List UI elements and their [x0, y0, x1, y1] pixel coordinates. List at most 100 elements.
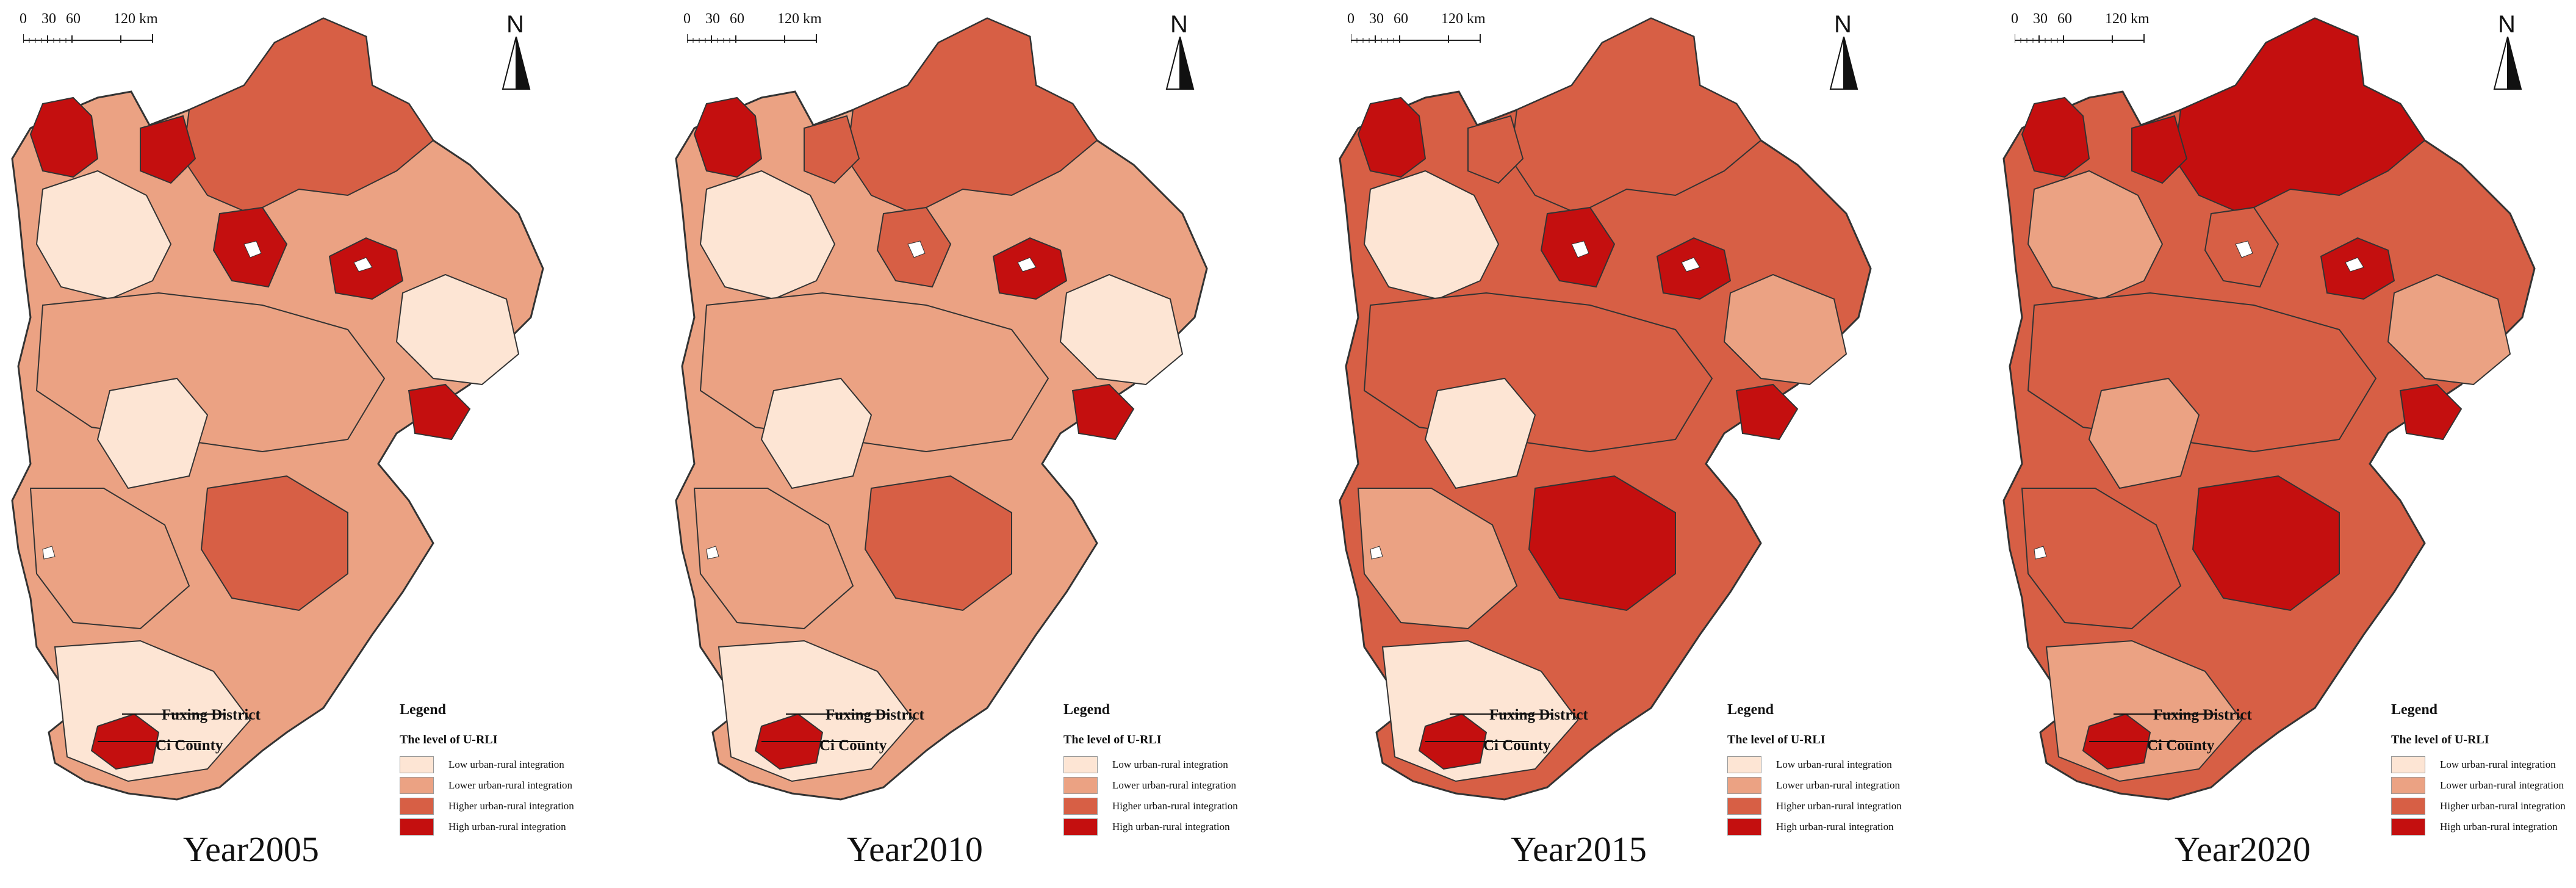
scale-tick-60: 60 [730, 11, 744, 27]
scale-tick-120: 120 km [2105, 11, 2150, 27]
legend: Legend The level of U-RLI Low urban-rura… [2391, 702, 2576, 837]
scale-tick-120: 120 km [113, 11, 158, 27]
callout-ci-county: Ci County [156, 737, 223, 754]
callout-fuxing-district: Fuxing District [826, 707, 924, 723]
region-south-west [29, 488, 190, 630]
legend-item-higher: Higher urban-rural integration [1063, 796, 1326, 817]
region-northwest-b [804, 115, 860, 184]
north-arrow: N [500, 11, 537, 90]
region-east [1723, 273, 1847, 386]
region-south-west [2021, 488, 2182, 630]
north-label: N [1170, 11, 1188, 38]
legend: Legend The level of U-RLI Low urban-rura… [1727, 702, 1990, 837]
map-panel-year2010: 0 30 60 120 km N [664, 0, 1328, 888]
legend-label-low: Low urban-rural integration [2440, 759, 2556, 770]
region-hole-west [42, 546, 56, 560]
region-hole-west [1370, 546, 1383, 560]
region-middle-light [96, 377, 209, 489]
legend-swatch-lower [1063, 777, 1098, 794]
legend-item-high: High urban-rural integration [2391, 817, 2576, 837]
map-panel-year2015: 0 30 60 120 km N [1328, 0, 1991, 888]
region-west-light [699, 170, 836, 300]
legend-item-low: Low urban-rural integration [1727, 754, 1990, 775]
legend-item-higher: Higher urban-rural integration [400, 796, 662, 817]
region-north [846, 17, 1098, 215]
region-south-west [1357, 488, 1518, 630]
legend-label-higher: Higher urban-rural integration [448, 800, 574, 812]
scale-tick-60: 60 [2057, 11, 2072, 27]
legend-label-high: High urban-rural integration [1776, 821, 1894, 832]
legend-label-higher: Higher urban-rural integration [1112, 800, 1238, 812]
scale-tick-30: 30 [1369, 11, 1384, 27]
scale-tick-0: 0 [1347, 11, 1355, 27]
legend-label-lower: Lower urban-rural integration [1112, 779, 1236, 791]
north-arrow-icon [1829, 37, 1858, 90]
scale-tick-30: 30 [2033, 11, 2048, 27]
scale-tick-60: 60 [1394, 11, 1408, 27]
legend-label-higher: Higher urban-rural integration [2440, 800, 2566, 812]
region-south-center [2192, 475, 2340, 612]
region-hole-north [1571, 240, 1589, 258]
legend: Legend The level of U-RLI Low urban-rura… [1063, 702, 1326, 837]
legend-subtitle: The level of U-RLI [1727, 733, 1826, 746]
scale-bar-graphic [686, 34, 817, 43]
legend-item-lower: Lower urban-rural integration [2391, 775, 2576, 796]
legend-item-low: Low urban-rural integration [1063, 754, 1326, 775]
legend-item-high: High urban-rural integration [1063, 817, 1326, 837]
legend: Legend The level of U-RLI Low urban-rura… [400, 702, 662, 837]
callout-ci-county: Ci County [819, 737, 887, 754]
region-northwest-b [140, 115, 196, 184]
region-hole-core [1017, 257, 1037, 272]
legend-item-low: Low urban-rural integration [2391, 754, 2576, 775]
year-label: Year2010 [847, 829, 983, 869]
region-east-port [408, 383, 471, 441]
scale-bar: 0 30 60 120 km [2011, 11, 2161, 48]
region-east [2387, 273, 2511, 386]
north-arrow-icon [1165, 37, 1195, 90]
legend-item-high: High urban-rural integration [400, 817, 662, 837]
region-north [1509, 17, 1762, 215]
callout-ci-county: Ci County [1483, 737, 1551, 754]
legend-swatch-lower [1727, 777, 1761, 794]
region-hole-core [353, 257, 373, 272]
legend-swatch-high [1727, 818, 1761, 836]
legend-title: Legend [1063, 702, 1110, 718]
map-panel-year2005: 0 30 60 120 km N [0, 0, 664, 888]
scale-bar-graphic [1350, 34, 1481, 43]
region-west-light [35, 170, 172, 300]
legend-swatch-high [400, 818, 434, 836]
legend-swatch-low [2391, 756, 2425, 773]
scale-bar-graphic [23, 34, 153, 43]
year-label: Year2015 [1511, 829, 1647, 869]
choropleth-map [2002, 17, 2536, 801]
region-hole-north [907, 240, 926, 258]
north-arrow-icon [502, 37, 531, 90]
year-label: Year2020 [2175, 829, 2311, 869]
region-north [2173, 17, 2426, 215]
region-hole-core [1681, 257, 1700, 272]
legend-item-lower: Lower urban-rural integration [1063, 775, 1326, 796]
legend-title: Legend [2391, 702, 2438, 718]
callout-fuxing-district: Fuxing District [1489, 707, 1588, 723]
choropleth-map [675, 17, 1208, 801]
legend-subtitle: The level of U-RLI [400, 733, 498, 746]
north-arrow: N [2492, 11, 2528, 90]
north-arrow: N [1828, 11, 1865, 90]
legend-label-high: High urban-rural integration [2440, 821, 2558, 832]
legend-label-higher: Higher urban-rural integration [1776, 800, 1902, 812]
region-hole-west [2034, 546, 2047, 560]
legend-title: Legend [1727, 702, 1774, 718]
legend-label-lower: Lower urban-rural integration [2440, 779, 2564, 791]
legend-swatch-lower [2391, 777, 2425, 794]
map-panel-year2020: 0 30 60 120 km N [1991, 0, 2576, 888]
north-label: N [2498, 11, 2516, 38]
legend-swatch-low [1727, 756, 1761, 773]
legend-item-higher: Higher urban-rural integration [2391, 796, 2576, 817]
choropleth-map [11, 17, 544, 801]
region-east-port [2399, 383, 2463, 441]
legend-label-high: High urban-rural integration [1112, 821, 1230, 832]
north-label: N [506, 11, 524, 38]
scale-tick-120: 120 km [1441, 11, 1486, 27]
region-hole-core [2345, 257, 2364, 272]
legend-title: Legend [400, 702, 447, 718]
